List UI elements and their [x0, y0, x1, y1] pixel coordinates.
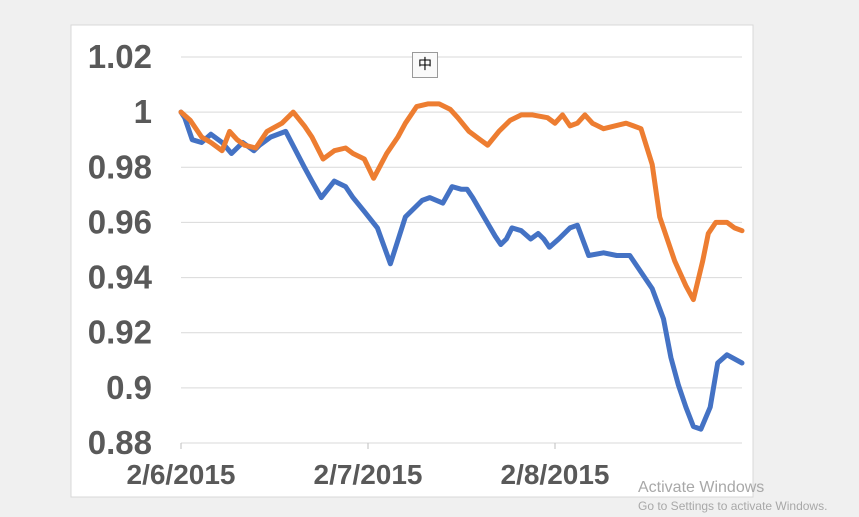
y-axis-tick-labels: 0.88 0.9 0.92 0.94 0.96 0.98 1 1.02	[88, 38, 153, 461]
series-line-1	[178, 109, 745, 432]
x-axis: 2/6/2015 2/7/2015 2/8/2015	[127, 442, 742, 490]
y-tick-label: 0.92	[88, 314, 152, 351]
x-tick-label: 2/6/2015	[127, 459, 236, 490]
y-tick-label: 0.98	[88, 148, 152, 185]
x-tick-label: 2/7/2015	[314, 459, 423, 490]
y-tick-label: 0.88	[88, 424, 152, 461]
y-tick-label: 1	[134, 93, 152, 130]
y-tick-label: 0.94	[88, 259, 153, 296]
chart-area	[70, 24, 754, 498]
x-tick-label: 2/8/2015	[501, 459, 610, 490]
y-tick-label: 1.02	[88, 38, 152, 75]
gridlines	[181, 56, 742, 389]
y-tick-label: 0.9	[106, 369, 152, 406]
series-line-2	[178, 101, 745, 303]
series-lines	[178, 101, 745, 432]
ime-mode-indicator[interactable]: 中	[412, 52, 438, 78]
y-tick-label: 0.96	[88, 203, 152, 240]
